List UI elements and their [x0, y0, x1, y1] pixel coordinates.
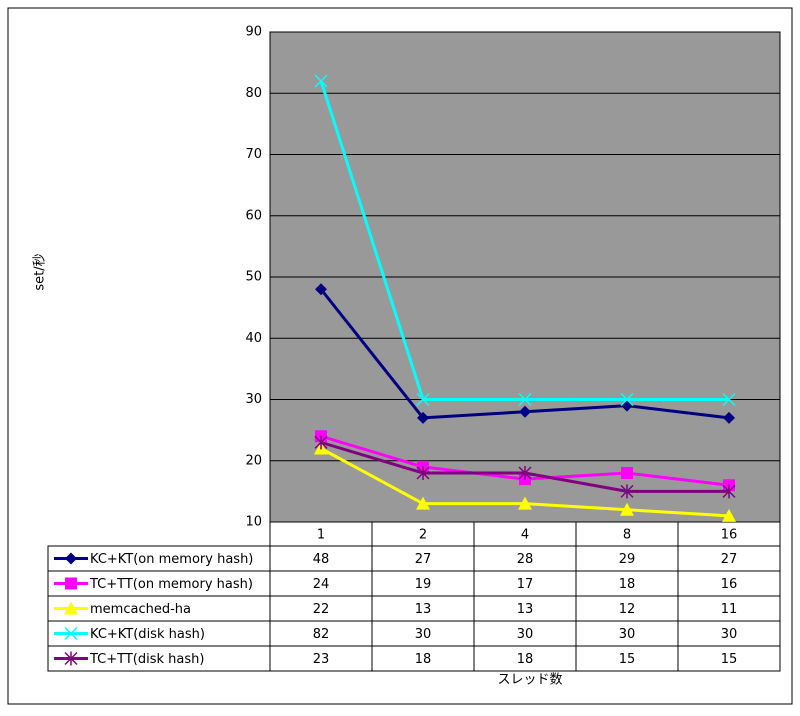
table-value: 30 — [415, 627, 432, 642]
legend-key-marker — [65, 552, 77, 565]
y-axis-label: set/秒 — [33, 253, 48, 290]
table-value: 24 — [313, 577, 330, 592]
table-value: 11 — [721, 602, 738, 617]
y-tick-label: 30 — [245, 392, 262, 407]
marker — [518, 466, 532, 480]
table-value: 18 — [415, 652, 432, 667]
marker — [722, 484, 736, 499]
marker — [314, 435, 328, 450]
table-value: 18 — [517, 652, 534, 667]
marker — [621, 467, 633, 479]
legend-key-marker — [64, 651, 78, 666]
legend-key-marker — [65, 577, 77, 590]
table-value: 30 — [619, 627, 636, 642]
marker — [722, 392, 736, 407]
table-value: 13 — [415, 602, 432, 617]
table-value: 13 — [517, 602, 534, 617]
y-tick-label: 60 — [245, 208, 262, 223]
legend-label: TC+TT(on memory hash) — [89, 577, 253, 592]
marker — [518, 496, 532, 510]
table-value: 28 — [517, 552, 534, 567]
legend-label: memcached-ha — [90, 602, 191, 617]
x-tick-label: 2 — [419, 528, 427, 543]
y-tick-label: 80 — [245, 86, 262, 101]
table-value: 15 — [721, 652, 738, 667]
x-tick-label: 8 — [623, 528, 631, 543]
marker — [314, 74, 328, 88]
table-value: 27 — [721, 552, 738, 567]
legend-key-marker — [64, 601, 78, 615]
table-value: 48 — [313, 552, 330, 567]
table-value: 30 — [517, 627, 534, 642]
marker — [620, 392, 634, 407]
legend-label: TC+TT(disk hash) — [89, 652, 204, 667]
table-value: 29 — [619, 552, 636, 567]
legend-label: KC+KT(on memory hash) — [90, 552, 253, 567]
y-tick-label: 70 — [245, 147, 262, 162]
legend-key-marker — [64, 626, 78, 641]
x-tick-label: 16 — [721, 528, 738, 543]
y-tick-label: 90 — [245, 25, 262, 40]
x-axis-label: スレッド数 — [497, 673, 562, 688]
table-value: 82 — [313, 627, 330, 642]
table-value: 27 — [415, 552, 432, 567]
table-value: 23 — [313, 652, 330, 667]
table-value: 15 — [619, 652, 636, 667]
table-value: 16 — [721, 577, 738, 592]
table-value: 17 — [517, 577, 534, 592]
marker — [518, 392, 532, 407]
y-tick-label: 40 — [245, 331, 262, 346]
table-value: 22 — [313, 602, 330, 617]
marker — [722, 508, 736, 522]
table-value: 12 — [619, 602, 636, 617]
legend-label: KC+KT(disk hash) — [90, 627, 205, 642]
marker — [416, 466, 430, 480]
marker — [315, 283, 327, 296]
x-tick-label: 1 — [317, 528, 325, 543]
marker — [416, 496, 430, 510]
table-value: 30 — [721, 627, 738, 642]
table-value: 18 — [619, 577, 636, 592]
y-tick-label: 50 — [245, 270, 262, 285]
marker — [417, 411, 429, 424]
x-tick-label: 4 — [521, 528, 529, 543]
marker — [723, 411, 735, 424]
marker — [620, 502, 634, 516]
y-tick-label: 20 — [245, 453, 262, 468]
marker — [620, 484, 634, 499]
marker — [519, 405, 531, 418]
y-tick-label: 10 — [245, 515, 262, 530]
marker — [416, 392, 430, 407]
table-value: 19 — [415, 577, 432, 592]
